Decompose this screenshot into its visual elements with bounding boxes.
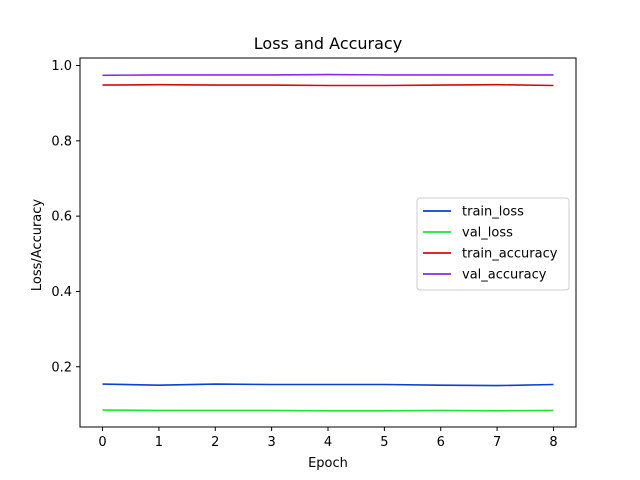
legend-box bbox=[416, 197, 570, 291]
y-tick-label: 0.4 bbox=[51, 285, 72, 300]
legend-entry-val_accuracy: val_accuracy bbox=[462, 268, 547, 283]
x-tick-label: 8 bbox=[549, 435, 557, 450]
x-tick-label: 5 bbox=[380, 435, 388, 450]
legend-entry-val_loss: val_loss bbox=[462, 226, 513, 241]
x-tick-label: 7 bbox=[493, 435, 501, 450]
y-tick-label: 0.2 bbox=[51, 360, 72, 375]
x-tick-label: 3 bbox=[267, 435, 275, 450]
y-tick-label: 0.8 bbox=[51, 134, 72, 149]
x-tick-label: 6 bbox=[437, 435, 445, 450]
plot-area: 0 1 2 3 4 5 6 7 8 0.2 0.4 0.6 0.8 1.0 train_loss val_lo… bbox=[51, 57, 577, 450]
chart-title: Loss and Accuracy bbox=[254, 34, 402, 53]
x-axis-label: Epoch bbox=[308, 456, 348, 471]
series-line-train_accuracy bbox=[102, 83, 554, 87]
x-tick-label: 1 bbox=[155, 435, 163, 450]
y-axis-label: Loss/Accuracy bbox=[30, 199, 45, 292]
x-tick-label: 0 bbox=[98, 435, 106, 450]
y-tick-label: 0.6 bbox=[51, 210, 72, 225]
y-tick-label: 1.0 bbox=[51, 59, 72, 74]
legend-entry-train_accuracy: train_accuracy bbox=[462, 247, 558, 262]
series-line-train_loss bbox=[102, 383, 554, 387]
legend-entry-train_loss: train_loss bbox=[462, 205, 524, 220]
series-line-val_accuracy bbox=[102, 73, 554, 77]
x-tick-label: 2 bbox=[211, 435, 219, 450]
x-tick-label: 4 bbox=[324, 435, 332, 450]
series-line-val_loss bbox=[102, 409, 554, 412]
